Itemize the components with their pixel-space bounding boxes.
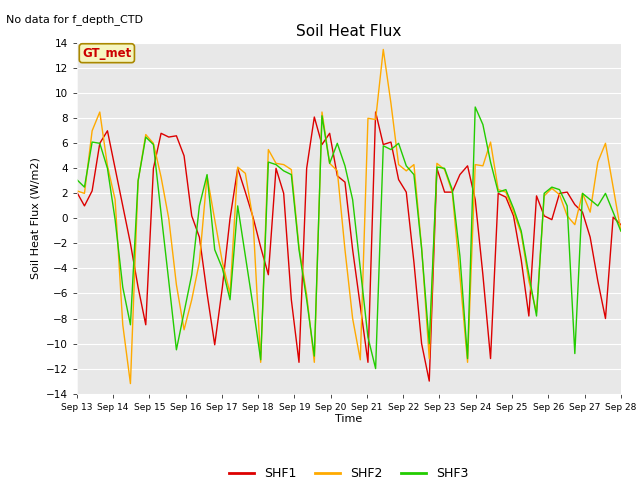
Line: SHF2: SHF2 [77,49,621,384]
SHF1 [257,244,264,250]
SHF1 [617,222,625,228]
SHF1 [150,166,157,171]
Text: No data for f_depth_CTD: No data for f_depth_CTD [6,14,143,25]
SHF3 [73,177,81,182]
SHF2 [127,381,134,386]
SHF1 [426,378,433,384]
SHF3 [449,187,456,192]
SHF3 [617,228,625,234]
SHF3 [586,197,594,203]
SHF1 [387,139,395,145]
X-axis label: Time: Time [335,414,362,424]
Y-axis label: Soil Heat Flux (W/m2): Soil Heat Flux (W/m2) [30,157,40,279]
Legend: SHF1, SHF2, SHF3: SHF1, SHF2, SHF3 [224,462,474,480]
SHF2 [157,174,165,180]
SHF2 [617,228,625,234]
SHF3 [257,357,264,363]
SHF3 [150,142,157,147]
SHF2 [395,162,403,168]
SHF3 [426,341,433,347]
SHF1 [73,189,81,195]
SHF3 [387,147,395,153]
SHF2 [264,147,272,153]
SHF2 [73,188,81,194]
SHF2 [456,273,464,279]
SHF2 [380,47,387,52]
SHF2 [586,209,594,215]
Line: SHF3: SHF3 [77,107,621,369]
SHF1 [456,172,464,178]
Line: SHF1: SHF1 [77,112,621,381]
SHF3 [372,366,380,372]
SHF1 [372,109,380,115]
SHF1 [586,234,594,240]
SHF2 [433,160,441,166]
Text: GT_met: GT_met [82,47,131,60]
SHF3 [472,104,479,110]
Title: Soil Heat Flux: Soil Heat Flux [296,24,401,39]
SHF1 [433,166,441,171]
